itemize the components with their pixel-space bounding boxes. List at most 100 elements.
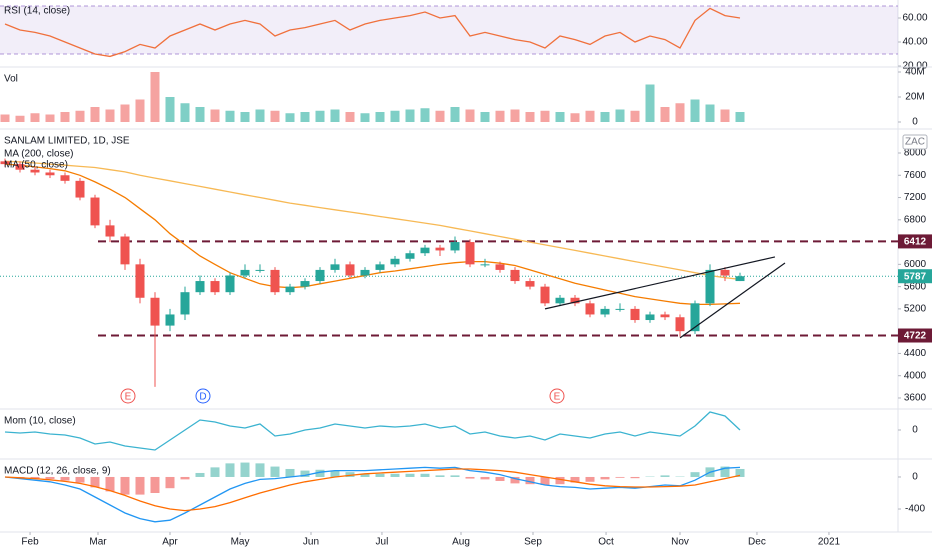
x-tick-label: Jul xyxy=(376,537,389,548)
histogram-bar xyxy=(690,472,700,477)
candle-body xyxy=(495,264,505,270)
histogram-bar xyxy=(45,476,55,479)
price-badge-label: 5787 xyxy=(904,271,927,282)
candle-body xyxy=(375,264,385,270)
price-badge-label: 6412 xyxy=(904,237,927,248)
volume-bar xyxy=(600,112,610,122)
volume-bar xyxy=(120,104,130,122)
histogram-bar xyxy=(240,462,250,477)
candle-body xyxy=(45,172,55,176)
candle-body xyxy=(360,269,370,276)
y-tick-label: 60.00 xyxy=(902,13,927,24)
volume-bar xyxy=(105,109,115,122)
y-tick-label: 5200 xyxy=(904,304,927,315)
histogram-bar xyxy=(435,475,445,477)
currency: ZAC xyxy=(905,137,925,148)
x-tick-label: Feb xyxy=(21,537,39,548)
volume-bar xyxy=(45,114,55,122)
histogram-bar xyxy=(60,476,70,481)
histogram-bar xyxy=(300,470,310,477)
candle-body xyxy=(150,297,160,326)
histogram-bar xyxy=(405,473,415,477)
histogram-bar xyxy=(720,466,730,477)
candle-body xyxy=(270,269,280,293)
candle-body xyxy=(135,264,145,298)
y-tick-label: 0 xyxy=(912,117,918,128)
legend-entry: MA (200, close) xyxy=(4,149,73,160)
y-tick-label: 0 xyxy=(912,425,918,436)
candle-body xyxy=(555,297,565,304)
y-tick-label: 20.00 xyxy=(902,61,927,72)
candle-body xyxy=(525,281,535,287)
event-marker xyxy=(120,388,136,404)
price-badge xyxy=(898,234,932,249)
candle-body xyxy=(285,286,295,293)
currency-box xyxy=(902,134,928,150)
y-tick-label: 6000 xyxy=(904,259,927,270)
candle-body xyxy=(435,247,445,251)
panel-title: MACD (12, 26, close, 9) xyxy=(4,466,111,477)
histogram-bar xyxy=(180,476,190,480)
volume-bar xyxy=(75,110,85,122)
volume-bar xyxy=(375,112,385,122)
volume-bar xyxy=(135,99,145,122)
volume-bar xyxy=(390,110,400,122)
candle-body xyxy=(660,314,670,318)
candle-body xyxy=(120,236,130,265)
volume-bar xyxy=(180,103,190,122)
histogram-bar xyxy=(360,473,370,477)
volume-bar xyxy=(660,107,670,122)
volume-bar xyxy=(285,113,295,122)
event-label: E xyxy=(125,392,132,403)
volume-bar xyxy=(210,109,220,122)
candle-body xyxy=(720,269,730,276)
histogram-bar xyxy=(120,476,130,495)
candle-body xyxy=(255,269,265,271)
volume-bar xyxy=(525,112,535,122)
candle-body xyxy=(510,269,520,282)
histogram-bar xyxy=(225,463,235,477)
candle-body xyxy=(0,161,10,165)
x-tick-label: Sep xyxy=(524,537,542,548)
volume-bar xyxy=(345,112,355,122)
y-tick-label: 6800 xyxy=(904,214,927,225)
candle-body xyxy=(240,269,250,276)
series-line xyxy=(4,160,741,281)
histogram-bar xyxy=(210,467,220,477)
x-tick-label: Mar xyxy=(89,537,107,548)
volume-bar xyxy=(240,112,250,122)
candle-body xyxy=(450,242,460,251)
x-tick-label: Aug xyxy=(452,537,470,548)
volume-bar xyxy=(540,110,550,122)
volume-bar xyxy=(195,107,205,122)
price-badge xyxy=(898,269,932,284)
candle-body xyxy=(570,297,580,304)
event-label: D xyxy=(199,392,206,403)
volume-bar xyxy=(450,107,460,122)
candle-body xyxy=(600,308,610,315)
y-tick-label: 0 xyxy=(912,472,918,483)
histogram-bar xyxy=(75,476,85,483)
volume-bar xyxy=(330,109,340,122)
candle-body xyxy=(735,276,745,282)
volume-bar xyxy=(495,110,505,122)
candle-body xyxy=(480,264,490,266)
histogram-bar xyxy=(450,475,460,477)
volume-bar xyxy=(735,112,745,122)
volume-bar xyxy=(465,109,475,122)
candle-body xyxy=(105,225,115,237)
series-line xyxy=(4,411,741,451)
histogram-bar xyxy=(90,476,100,488)
volume-bar xyxy=(30,113,40,122)
candle-body xyxy=(420,247,430,254)
volume-bar xyxy=(300,112,310,122)
panel-title: Mom (10, close) xyxy=(4,416,76,427)
candle-body xyxy=(675,317,685,332)
histogram-bar xyxy=(525,476,535,485)
candle-body xyxy=(60,175,70,181)
histogram-bar xyxy=(735,468,745,477)
candle-body xyxy=(165,314,175,326)
y-tick-label: 8000 xyxy=(904,148,927,159)
panel-title: RSI (14, close) xyxy=(4,6,70,17)
event-marker xyxy=(195,388,211,404)
